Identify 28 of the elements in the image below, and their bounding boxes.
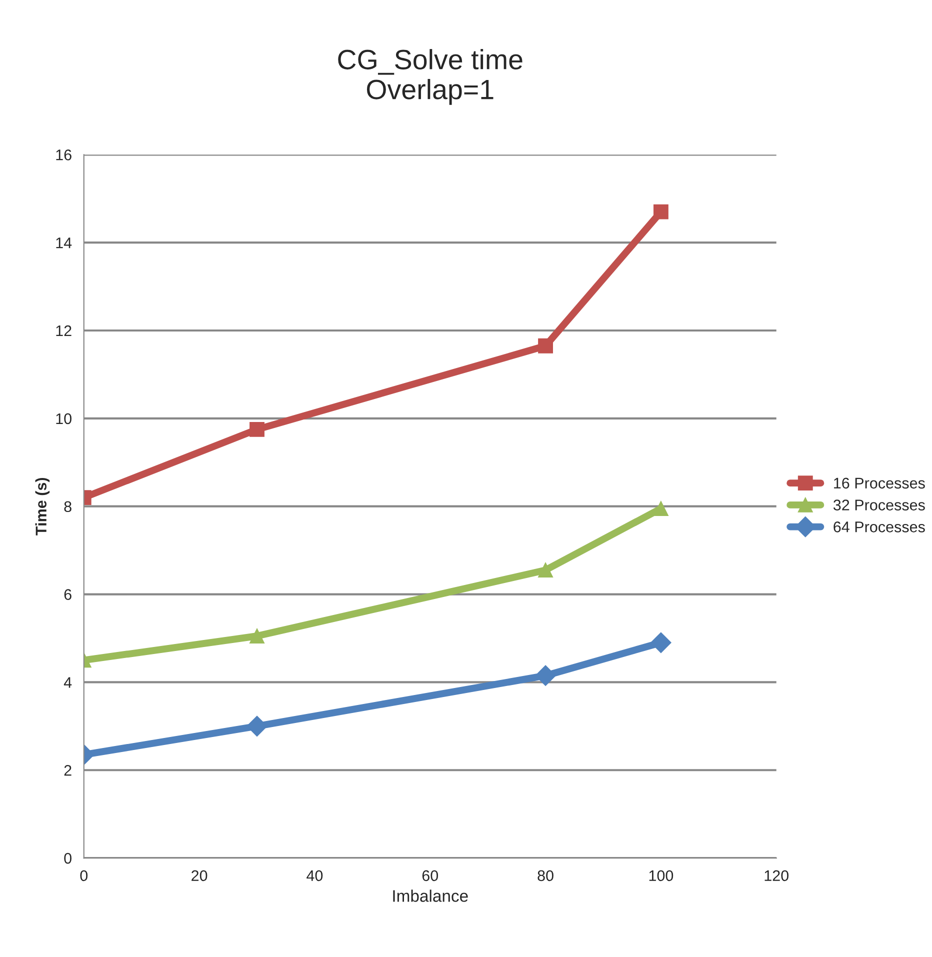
y-tick-label: 8 <box>64 501 72 512</box>
y-tick-label: 2 <box>64 764 72 776</box>
point <box>535 665 556 686</box>
x-axis-title: Imbalance <box>393 890 468 902</box>
x-tick-label: 120 <box>764 870 789 882</box>
x-tick-label: 100 <box>649 870 674 882</box>
point <box>538 338 553 354</box>
y-tick-label: 14 <box>56 238 72 248</box>
x-tick-label: 80 <box>538 870 554 882</box>
x-tick-label: 60 <box>422 870 438 882</box>
x-tick-label: 0 <box>80 870 88 882</box>
y-axis-title: Time (s) <box>35 478 50 536</box>
y-tick-label: 0 <box>64 852 72 864</box>
y-tick-label: 16 <box>56 150 72 160</box>
legend-label: 16 Processes <box>834 478 925 489</box>
legend-label: 64 Processes <box>834 522 925 532</box>
x-tick-label: 20 <box>192 870 208 882</box>
legend-label: 32 Processes <box>833 500 925 510</box>
y-tick-label: 4 <box>64 677 72 688</box>
x-tick-label: 40 <box>306 870 323 882</box>
y-tick-label: 6 <box>64 589 72 600</box>
point <box>653 501 668 516</box>
chart-title: CG_Solve time Overlap=1 <box>338 49 522 105</box>
point <box>650 632 672 653</box>
y-tick-label: 12 <box>56 325 72 336</box>
y-tick-label: 10 <box>56 413 72 424</box>
point <box>538 562 553 578</box>
point <box>653 204 668 220</box>
